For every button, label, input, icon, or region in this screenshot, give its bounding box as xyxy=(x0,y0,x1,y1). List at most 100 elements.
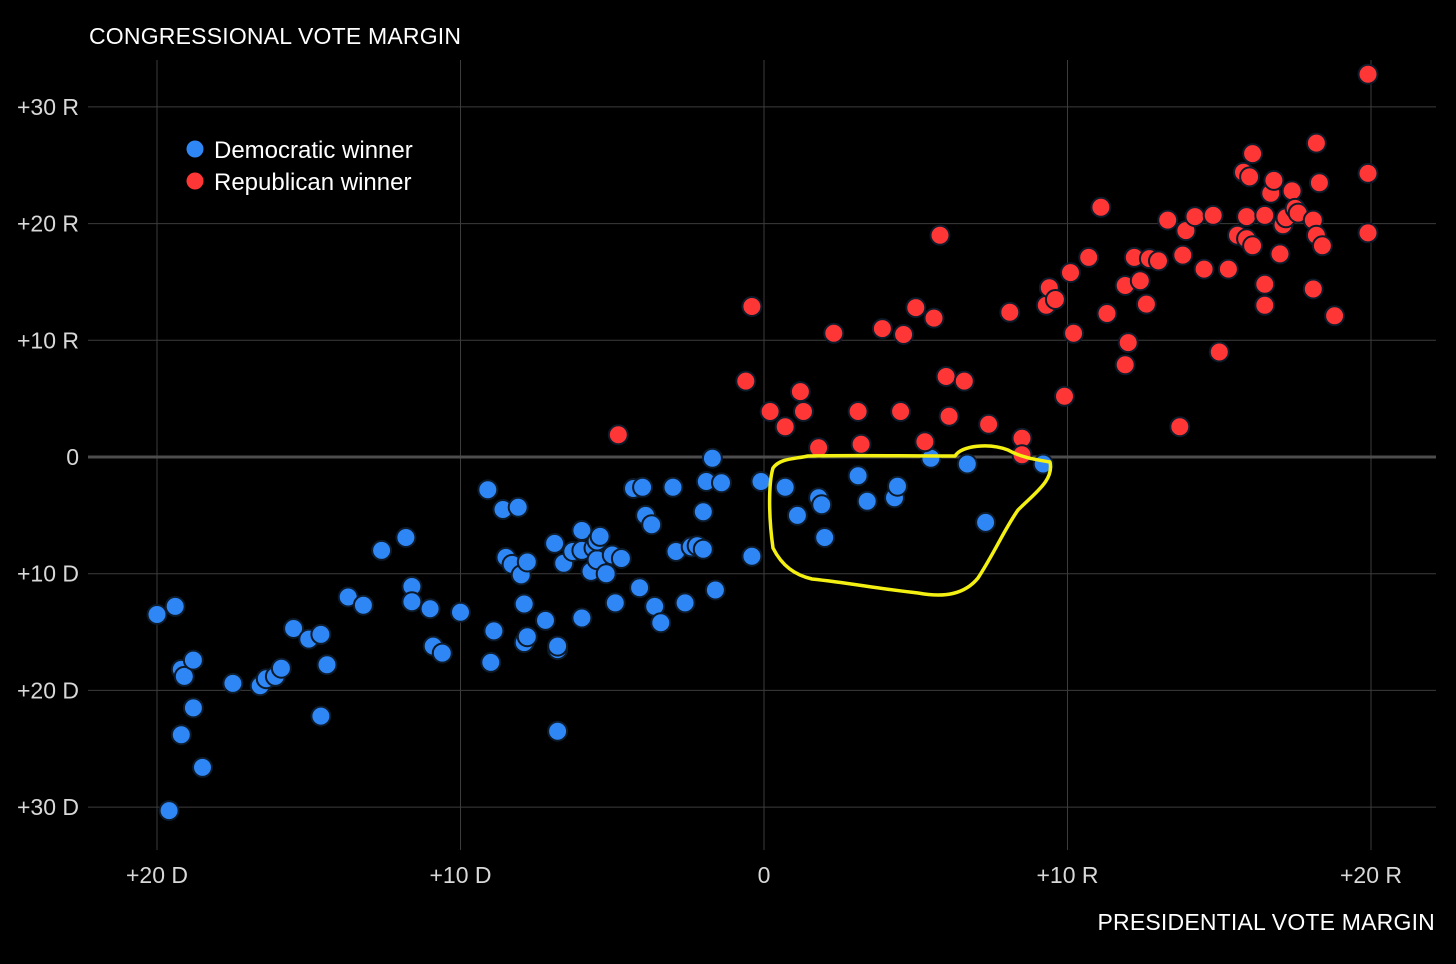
democratic-point xyxy=(310,705,332,727)
democratic-point xyxy=(632,476,654,498)
democratic-point xyxy=(535,609,556,631)
y-tick-label: +20 R xyxy=(17,211,79,237)
republican-point xyxy=(789,381,811,403)
y-tick-label: +10 D xyxy=(17,561,79,587)
republican-point xyxy=(1269,243,1291,265)
democratic-point xyxy=(604,592,626,614)
democratic-point xyxy=(692,538,714,560)
republican-point xyxy=(1239,166,1261,188)
democratic-point xyxy=(786,504,808,526)
democratic-point xyxy=(774,476,796,498)
republican-point xyxy=(1114,354,1136,376)
republican-point xyxy=(929,224,951,246)
data-points xyxy=(146,63,1379,822)
republican-point xyxy=(1263,169,1285,191)
legend: Democratic winner Republican winner xyxy=(186,137,413,196)
democratic-point xyxy=(450,601,471,623)
democratic-point xyxy=(419,598,441,620)
grid xyxy=(88,60,1436,850)
democratic-point xyxy=(173,665,195,687)
republican-point xyxy=(741,296,763,317)
democratic-point xyxy=(352,594,374,616)
republican-point xyxy=(1202,204,1224,226)
democratic-point xyxy=(595,563,617,585)
republican-point xyxy=(1254,273,1276,295)
democratic-point xyxy=(956,453,978,475)
democratic-point xyxy=(701,447,723,469)
republican-point xyxy=(1357,222,1379,244)
democratic-point xyxy=(316,654,338,676)
republican-point xyxy=(1254,204,1276,226)
republican-point xyxy=(1078,246,1100,268)
legend-label-republican: Republican winner xyxy=(214,169,411,196)
democratic-point xyxy=(395,527,417,548)
democratic-point xyxy=(662,476,684,498)
y-tick-label: +20 D xyxy=(17,677,79,703)
democratic-point xyxy=(711,472,732,494)
y-tick-label: +30 D xyxy=(17,794,79,820)
republican-point xyxy=(1090,196,1112,218)
republican-point xyxy=(1063,322,1085,344)
republican-point xyxy=(938,405,960,427)
democratic-series xyxy=(146,447,1054,822)
republican-point xyxy=(1193,258,1215,280)
republican-point xyxy=(1254,294,1276,316)
republican-point xyxy=(1357,162,1379,184)
democratic-point xyxy=(887,475,908,497)
republican-point xyxy=(1208,341,1230,363)
republican-point xyxy=(935,366,957,387)
republican-point xyxy=(1302,278,1324,300)
democratic-point xyxy=(182,649,204,671)
republican-point xyxy=(923,307,945,329)
democratic-point xyxy=(513,593,535,615)
democratic-point xyxy=(674,592,696,614)
y-axis-title: CONGRESSIONAL VOTE MARGIN xyxy=(89,23,461,49)
democratic-point xyxy=(547,720,569,742)
republican-point xyxy=(1242,235,1264,257)
democratic-point xyxy=(692,501,714,523)
democratic-point xyxy=(483,620,505,642)
republican-point xyxy=(774,416,796,438)
republican-point xyxy=(1157,209,1179,231)
democratic-point xyxy=(283,618,305,639)
democratic-point xyxy=(431,642,453,664)
y-tick-label: 0 xyxy=(66,444,79,470)
republican-point xyxy=(1096,303,1118,324)
republican-point xyxy=(978,413,1000,435)
democratic-point xyxy=(750,471,772,492)
democratic-point xyxy=(975,511,997,533)
democratic-point xyxy=(629,577,651,599)
democratic-point xyxy=(610,548,632,569)
republican-point xyxy=(1148,250,1169,272)
democratic-point xyxy=(741,545,763,567)
democratic-point xyxy=(571,607,593,629)
democratic-point xyxy=(477,479,499,501)
republican-point xyxy=(914,431,936,453)
republican-point xyxy=(890,401,912,422)
republican-point xyxy=(1308,172,1330,194)
democratic-point xyxy=(146,604,168,625)
x-tick-label: +20 D xyxy=(126,862,188,888)
republican-point xyxy=(793,401,814,422)
democratic-point xyxy=(480,651,502,673)
democratic-point xyxy=(516,551,538,573)
x-axis-title: PRESIDENTIAL VOTE MARGIN xyxy=(1097,909,1435,935)
republican-point xyxy=(1324,305,1346,327)
x-tick-label: 0 xyxy=(758,862,771,888)
republican-point xyxy=(1135,293,1157,315)
republican-point xyxy=(1217,258,1239,280)
democratic-point xyxy=(164,595,186,617)
x-tick-label: +10 D xyxy=(429,862,491,888)
republican-point xyxy=(905,297,927,319)
republican-point xyxy=(759,401,781,422)
democratic-point xyxy=(856,490,878,512)
x-tick-label: +20 R xyxy=(1340,862,1402,888)
democratic-point xyxy=(182,697,204,719)
democratic-point xyxy=(650,612,672,634)
legend-swatch-republican xyxy=(186,172,204,190)
tick-labels: +20 D +10 D 0 +10 R +20 R +30 R +20 R +10 R 0 +10… xyxy=(17,94,1402,888)
democratic-point xyxy=(158,800,180,822)
republican-point xyxy=(1169,416,1191,438)
